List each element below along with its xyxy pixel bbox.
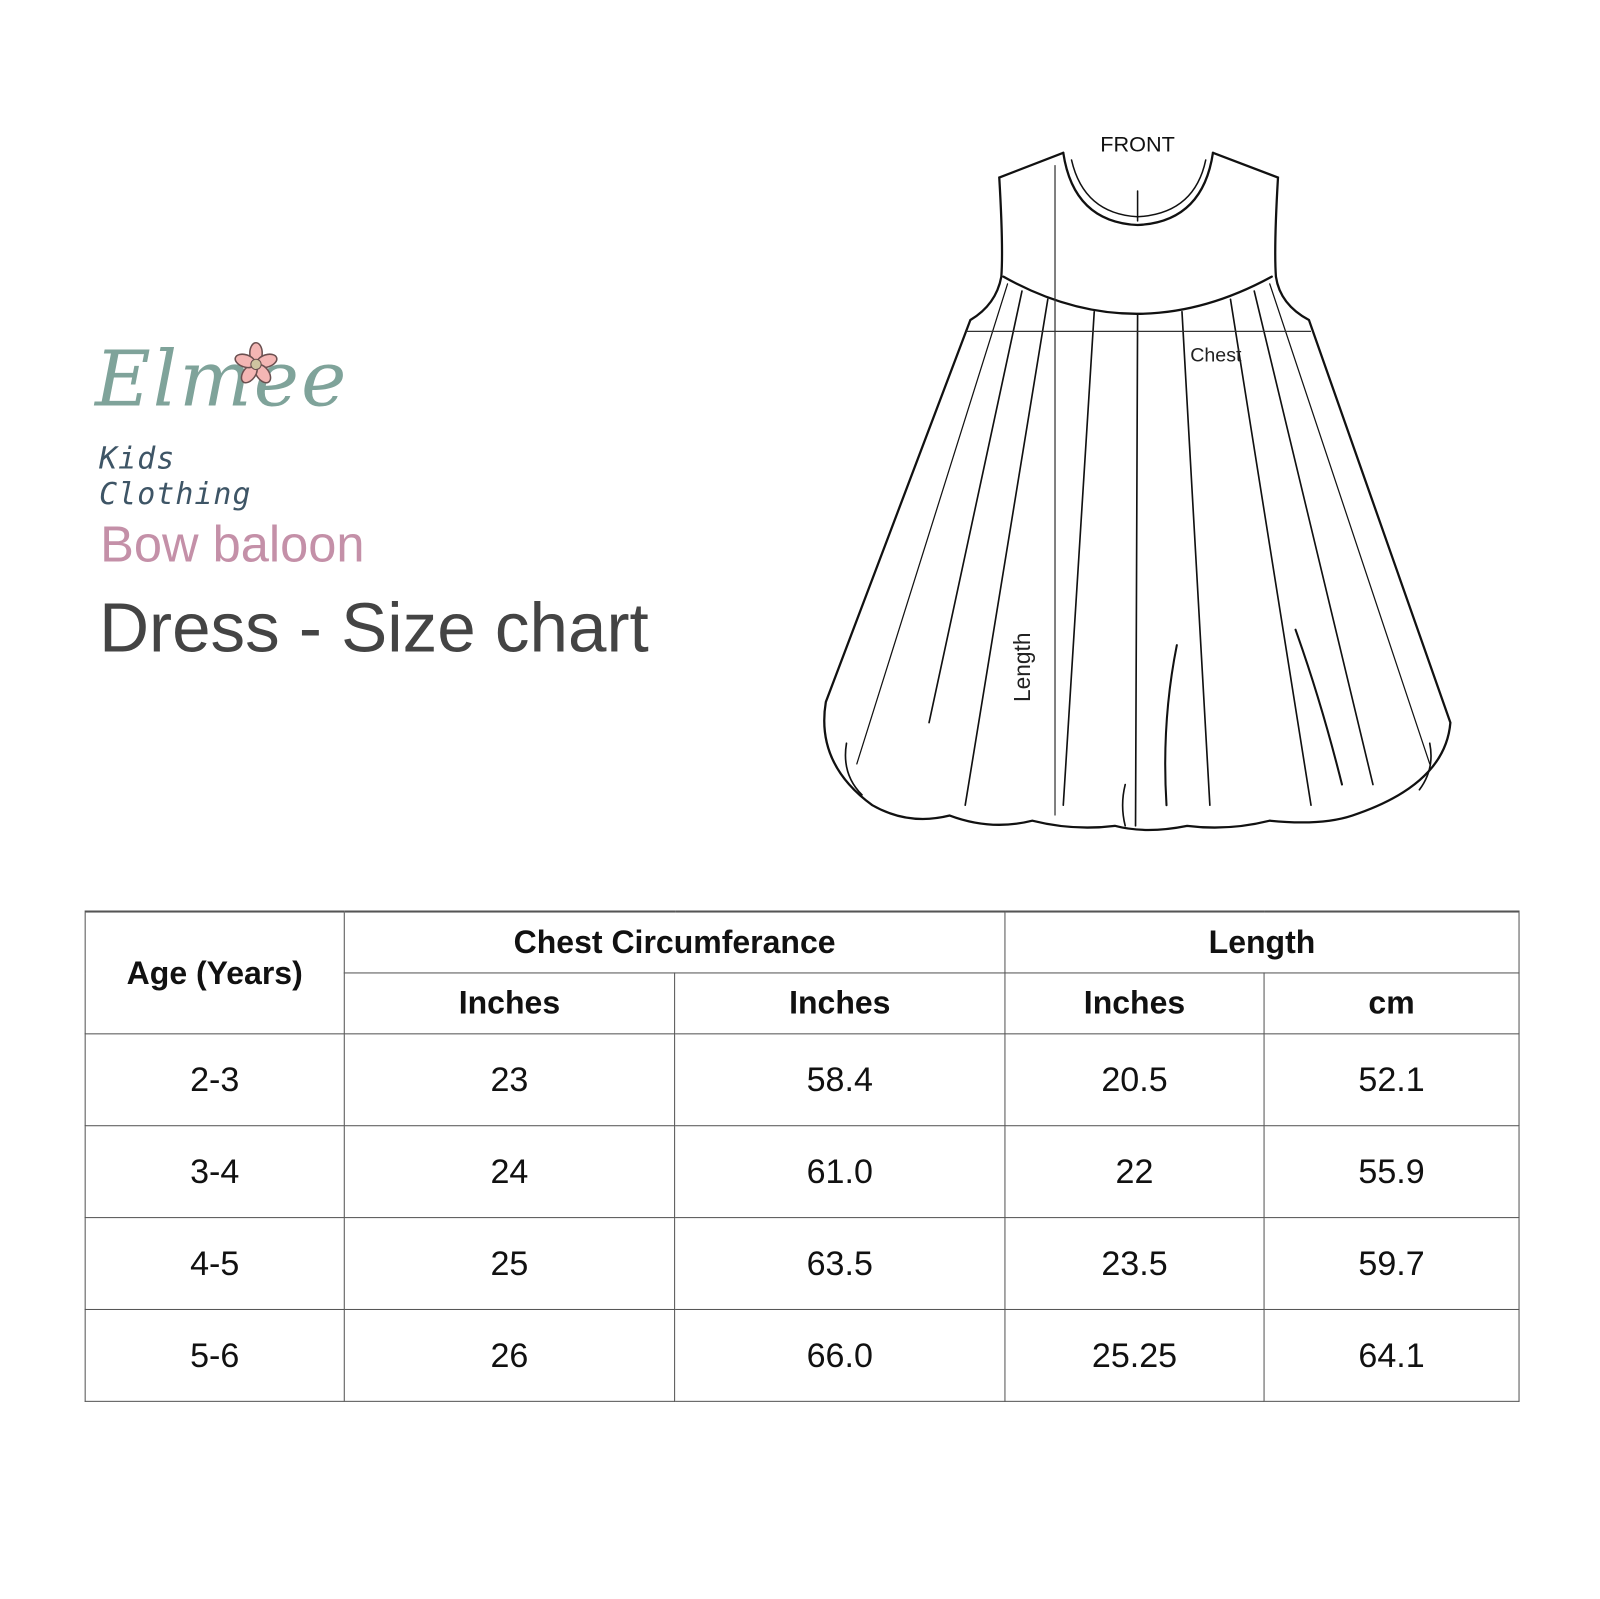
length-label: Length: [1009, 633, 1035, 702]
yoke: [1002, 275, 1273, 315]
age-cell: 3-4: [84, 1125, 345, 1219]
flower-icon: [234, 341, 278, 384]
dress-diagram: FRONT Chest Length: [823, 132, 1452, 832]
chest-label: Chest: [1190, 344, 1242, 366]
header-row: Age (Years) Chest Circumferance Length: [84, 910, 1520, 1035]
length-cm-header: cm: [1263, 972, 1520, 1035]
length-cm-cell: 52.1: [1263, 1033, 1520, 1127]
logo-tagline: Kids Clothing: [99, 440, 252, 511]
length-cm-cell: 55.9: [1263, 1125, 1520, 1219]
chest-value-cell: 61.0: [674, 1125, 1006, 1219]
table-row: 4-5 25 63.5 23.5 59.7: [84, 1217, 1520, 1310]
chest-inches-cell: 23: [343, 1033, 676, 1127]
age-cell: 5-6: [84, 1308, 345, 1402]
front-label: FRONT: [1100, 132, 1175, 157]
page-title: Dress - Size chart: [99, 589, 649, 667]
age-header: Age (Years): [84, 910, 345, 1035]
chest-value-cell: 63.5: [674, 1217, 1006, 1310]
chest-inches-header-2: Inches: [674, 972, 1006, 1035]
length-cm-cell: 59.7: [1263, 1217, 1520, 1310]
logo-name: Elmee: [94, 335, 349, 425]
neckline: [1062, 151, 1215, 227]
dress-outline: [823, 151, 1452, 832]
table-row: 3-4 24 61.0 22 55.9: [84, 1125, 1520, 1219]
chest-header: Chest Circumferance: [343, 910, 1006, 974]
brand-logo: Elmee Kids Clothing: [95, 335, 346, 510]
age-cell: 2-3: [84, 1033, 345, 1127]
length-inches-cell: 22: [1004, 1125, 1265, 1219]
size-chart-table: Age (Years) Chest Circumferance Length I…: [84, 910, 1520, 1402]
table-row: 2-3 23 58.4 20.5 52.1: [84, 1033, 1520, 1127]
length-header: Length: [1004, 910, 1520, 974]
chest-value-cell: 58.4: [674, 1033, 1006, 1127]
length-inches-header: Inches: [1004, 972, 1265, 1035]
chest-inches-cell: 25: [343, 1217, 676, 1310]
product-name: Bow baloon: [100, 517, 365, 573]
chest-value-cell: 66.0: [674, 1308, 1006, 1402]
length-cm-cell: 64.1: [1263, 1308, 1520, 1402]
chest-inches-header: Inches: [343, 972, 676, 1035]
length-inches-cell: 25.25: [1004, 1308, 1265, 1402]
age-cell: 4-5: [84, 1217, 345, 1310]
chest-inches-cell: 24: [343, 1125, 676, 1219]
subheader-row: Inches Inches Inches cm: [85, 972, 1520, 1035]
table-row: 5-6 26 66.0 25.25 64.1: [84, 1308, 1520, 1402]
length-inches-cell: 20.5: [1004, 1033, 1265, 1127]
length-inches-cell: 23.5: [1004, 1217, 1265, 1310]
chest-inches-cell: 26: [343, 1308, 676, 1402]
